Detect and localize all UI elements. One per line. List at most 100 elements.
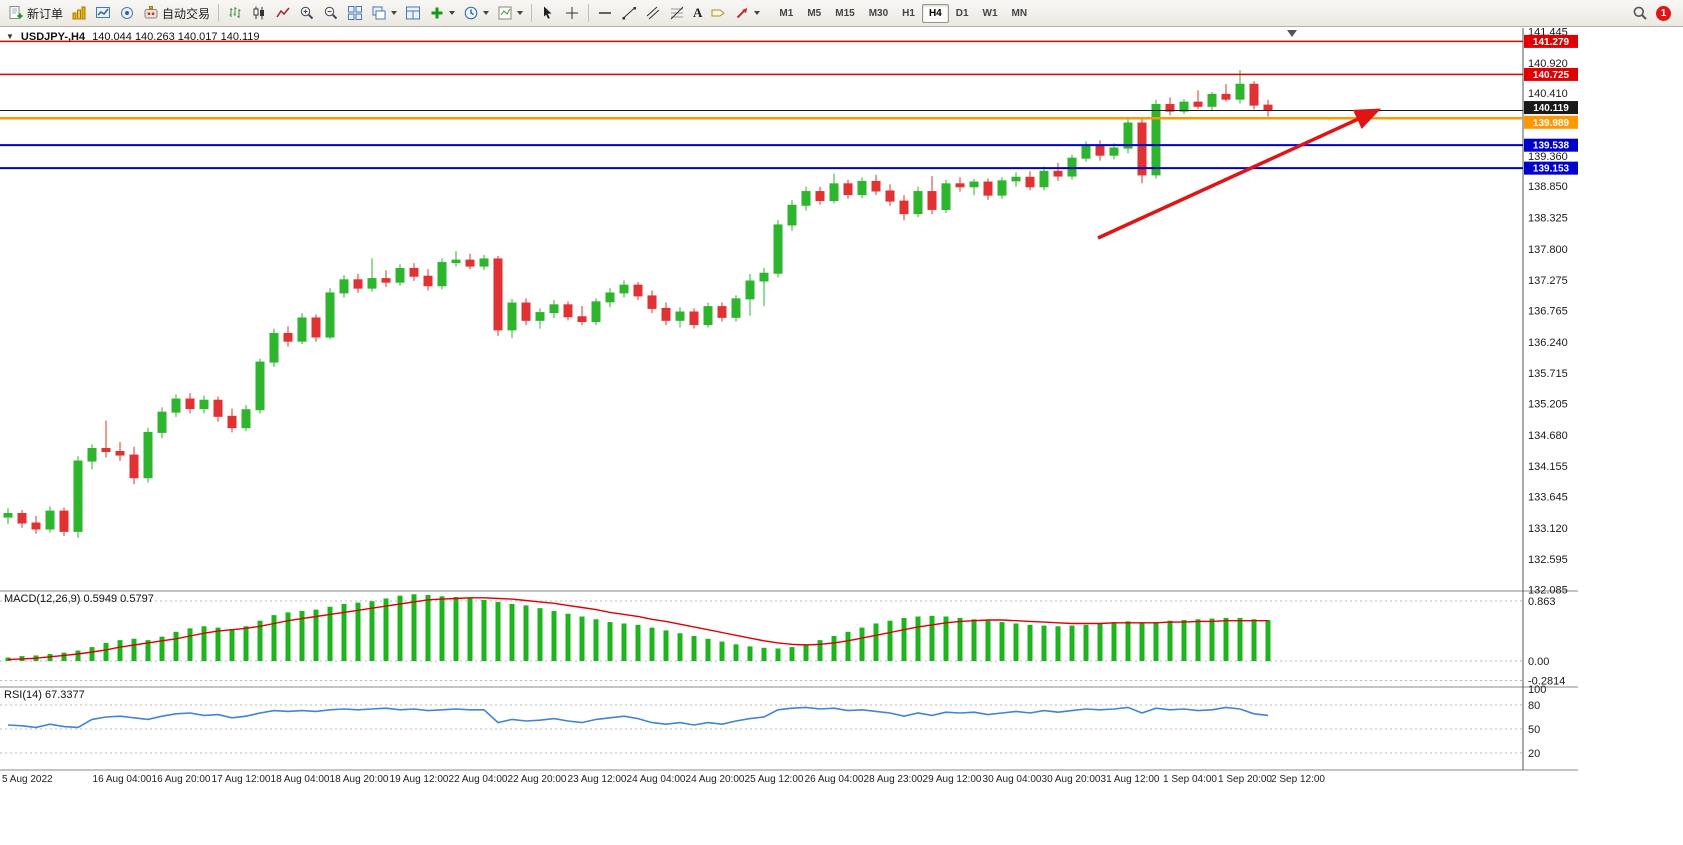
svg-text:2 Sep 12:00: 2 Sep 12:00 [1271,774,1325,785]
svg-text:135.205: 135.205 [1528,398,1568,410]
svg-text:25 Aug 12:00: 25 Aug 12:00 [745,774,804,785]
svg-text:137.800: 137.800 [1528,244,1568,256]
bar-chart-button[interactable] [223,2,247,24]
tile-windows-icon [348,6,363,20]
svg-text:0.00: 0.00 [1528,656,1549,668]
market-watch-button[interactable] [91,2,115,24]
zoom-out-button[interactable] [319,2,343,24]
svg-text:137.275: 137.275 [1528,275,1568,287]
cascade-windows-button[interactable] [367,2,401,24]
timeframe-m1-button[interactable]: M1 [779,7,794,19]
cascade-windows-icon [372,6,386,20]
text-tool-button[interactable]: A [689,2,706,24]
svg-text:1 Sep 20:00: 1 Sep 20:00 [1218,774,1272,785]
new-chart-button[interactable] [67,2,91,24]
line-chart-button[interactable] [271,2,295,24]
rsi-panel: 100 80 50 20 [0,684,1546,760]
svg-text:135.715: 135.715 [1528,368,1568,380]
templates-button[interactable] [493,2,527,24]
svg-text:139.153: 139.153 [1533,164,1570,175]
chevron-down-icon [754,11,761,15]
channel-tool-button[interactable] [641,2,665,24]
svg-text:141.279: 141.279 [1533,37,1570,48]
svg-text:50: 50 [1528,724,1540,736]
tile-windows-button[interactable] [343,2,367,24]
macd-panel: 0.863 0.00 -0.2814 [0,594,1565,688]
toolbar-separator [531,4,533,22]
svg-text:140.920: 140.920 [1528,58,1568,70]
timeframe-h4-button[interactable]: H4 [921,3,949,23]
cursor-icon [544,6,552,19]
timeframe-d1-button[interactable]: D1 [955,7,969,19]
timeframe-h1-button[interactable]: H1 [902,7,915,19]
timeframe-m15-button[interactable]: M15 [835,7,855,19]
svg-text:133.645: 133.645 [1528,491,1568,503]
horizontal-line-icon [599,12,612,14]
svg-text:16 Aug 04:00: 16 Aug 04:00 [93,774,152,785]
arrows-tool-button[interactable] [730,2,764,24]
svg-text:24 Aug 04:00: 24 Aug 04:00 [627,774,686,785]
chevron-down-icon [391,11,398,15]
svg-text:26 Aug 04:00: 26 Aug 04:00 [805,774,864,785]
toolbar-separator [588,4,590,22]
label-tag-icon [711,9,726,17]
trend-arrow-annotation[interactable] [1097,108,1382,240]
chart-symbol-period: USDJPY-,H4 [20,31,86,43]
navigator-icon [121,7,134,19]
svg-text:132.085: 132.085 [1528,584,1568,596]
arrange-windows-button[interactable] [401,2,425,24]
crosshair-icon [566,7,579,19]
navigator-button[interactable] [115,2,139,24]
new-order-button[interactable]: 新订单 [4,2,67,24]
notification-badge[interactable]: 1 [1656,5,1671,21]
svg-text:139.360: 139.360 [1528,151,1568,163]
svg-text:133.120: 133.120 [1528,523,1568,535]
svg-text:16 Aug 20:00: 16 Aug 20:00 [152,774,211,785]
search-icon [1633,6,1647,20]
label-tool-button[interactable] [706,2,730,24]
horizontal-line-tool-button[interactable] [593,2,617,24]
line-chart-icon [276,7,290,18]
svg-text:24 Aug 20:00: 24 Aug 20:00 [686,774,745,785]
svg-text:139.538: 139.538 [1533,141,1570,152]
svg-text:140.725: 140.725 [1533,70,1570,81]
new-order-icon [9,6,23,19]
chart-shift-marker [1287,30,1297,37]
periods-button[interactable] [459,2,493,24]
candles [3,69,1273,538]
bar-chart-icon [229,7,241,18]
zoom-in-button[interactable] [295,2,319,24]
macd-indicator-label: MACD(12,26,9) 0.5949 0.5797 [4,593,154,605]
crosshair-tool-button[interactable] [560,2,584,24]
timeframe-w1-button[interactable]: W1 [982,7,998,19]
rsi-line [7,706,1269,729]
svg-text:30 Aug 04:00: 30 Aug 04:00 [983,774,1042,785]
svg-text:20: 20 [1528,748,1540,760]
search-button[interactable] [1628,2,1652,24]
auto-trading-icon [144,6,158,19]
channel-icon [646,6,660,20]
timeframe-mn-button[interactable]: MN [1011,7,1028,19]
toolbar-separator [218,4,220,22]
zoom-in-icon [300,6,314,20]
candlestick-chart-button[interactable] [247,2,271,24]
svg-text:31 Aug 12:00: 31 Aug 12:00 [1101,774,1160,785]
one-click-trading-toggle-icon[interactable]: ▼ [6,32,14,41]
chevron-down-icon [449,11,456,15]
svg-text:100: 100 [1528,684,1546,696]
auto-trading-button[interactable]: 自动交易 [139,2,214,24]
arrange-windows-icon [406,6,421,20]
svg-text:140.410: 140.410 [1528,88,1568,100]
trendline-icon [622,7,637,20]
indicators-button[interactable] [425,2,459,24]
new-order-label: 新订单 [27,6,64,21]
trendline-tool-button[interactable] [617,2,641,24]
text-tool-icon: A [693,5,703,20]
cursor-tool-button[interactable] [536,2,560,24]
svg-text:136.765: 136.765 [1528,305,1568,317]
fibonacci-tool-button[interactable] [665,2,689,24]
timeframe-m5-button[interactable]: M5 [807,7,822,19]
svg-text:19 Aug 12:00: 19 Aug 12:00 [390,774,449,785]
timeframe-m30-button[interactable]: M30 [868,7,889,19]
